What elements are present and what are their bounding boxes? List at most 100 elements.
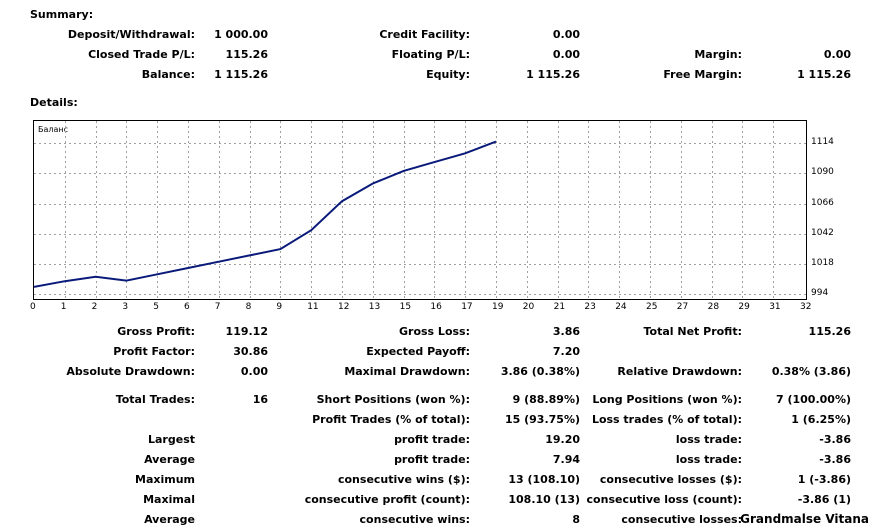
y-tick-label: 1066	[811, 197, 834, 208]
closed-pl-label: Closed Trade P/L:	[88, 48, 195, 61]
x-tick-label: 1	[60, 302, 67, 312]
summary-heading: Summary:	[30, 8, 94, 21]
average-loss-label: loss trade:	[675, 453, 742, 466]
long-positions-value: 7 (100.00%)	[775, 393, 851, 406]
maximum-label: Maximum	[135, 473, 195, 486]
average-2-label: Average	[144, 513, 195, 526]
y-tick-label: 1114	[811, 137, 834, 148]
credit-label: Credit Facility:	[379, 28, 470, 41]
balance-chart-svg: Баланс	[34, 121, 806, 299]
x-tick-label: 13	[368, 302, 381, 312]
x-tick-label: 29	[738, 302, 750, 312]
largest-loss-value: -3.86	[819, 433, 851, 446]
maximal-label: Maximal	[143, 493, 195, 506]
floating-pl-label: Floating P/L:	[391, 48, 470, 61]
free-margin-value: 1 115.26	[797, 68, 851, 81]
profit-factor-value: 30.86	[233, 345, 268, 358]
maximal-drawdown-label: Maximal Drawdown:	[344, 365, 470, 378]
average-profit-label: profit trade:	[394, 453, 470, 466]
margin-value: 0.00	[823, 48, 851, 61]
x-tick-label: 8	[245, 302, 252, 312]
free-margin-label: Free Margin:	[663, 68, 742, 81]
profit-trades-value: 15 (93.75%)	[504, 413, 580, 426]
avg-consecutive-wins-label: consecutive wins:	[359, 513, 470, 526]
gross-loss-value: 3.86	[552, 325, 580, 338]
total-trades-label: Total Trades:	[115, 393, 195, 406]
x-tick-label: 3	[122, 302, 129, 312]
x-tick-label: 0	[30, 302, 36, 312]
equity-value: 1 115.26	[526, 68, 580, 81]
deposit-label: Deposit/Withdrawal:	[67, 28, 195, 41]
maximal-consecutive-profit-label: consecutive profit (count):	[304, 493, 470, 506]
x-tick-label: 32	[800, 302, 812, 312]
x-tick-label: 24	[615, 302, 627, 312]
absolute-drawdown-value: 0.00	[240, 365, 268, 378]
max-consecutive-losses-value: 1 (-3.86)	[797, 473, 851, 486]
details-heading: Details:	[30, 96, 78, 109]
total-net-profit-label: Total Net Profit:	[643, 325, 743, 338]
x-tick-label: 5	[153, 302, 159, 312]
maximal-consecutive-loss-label: consecutive loss (count):	[586, 493, 742, 506]
x-tick-label: 23	[584, 302, 596, 312]
balance-chart: Баланс	[33, 120, 807, 300]
loss-trades-label: Loss trades (% of total):	[591, 413, 742, 426]
largest-loss-label: loss trade:	[675, 433, 742, 446]
x-tick-label: 11	[307, 302, 319, 312]
max-consecutive-wins-label: consecutive wins ($):	[337, 473, 470, 486]
floating-pl-value: 0.00	[552, 48, 580, 61]
average-loss-value: -3.86	[819, 453, 851, 466]
x-tick-label: 9	[276, 302, 283, 312]
balance-label: Balance:	[141, 68, 195, 81]
x-tick-label: 17	[461, 302, 473, 312]
expected-payoff-label: Expected Payoff:	[366, 345, 470, 358]
watermark-text: Grandmalse Vitana	[740, 512, 869, 526]
x-tick-label: 21	[553, 302, 566, 312]
y-tick-label: 1042	[811, 227, 834, 238]
x-tick-label: 6	[184, 302, 190, 312]
avg-consecutive-losses-label: consecutive losses:	[621, 513, 742, 526]
closed-pl-value: 115.26	[225, 48, 268, 61]
x-tick-label: 20	[522, 302, 535, 312]
average-label: Average	[144, 453, 195, 466]
loss-trades-value: 1 (6.25%)	[791, 413, 851, 426]
x-tick-label: 25	[646, 302, 658, 312]
gross-loss-label: Gross Loss:	[399, 325, 470, 338]
x-tick-label: 28	[707, 302, 720, 312]
average-profit-value: 7.94	[552, 453, 580, 466]
credit-value: 0.00	[552, 28, 580, 41]
maximal-consecutive-profit-value: 108.10 (13)	[508, 493, 580, 506]
gross-profit-label: Gross Profit:	[117, 325, 195, 338]
largest-profit-value: 19.20	[545, 433, 580, 446]
short-positions-value: 9 (88.89%)	[512, 393, 580, 406]
maximal-consecutive-loss-value: -3.86 (1)	[797, 493, 851, 506]
deposit-value: 1 000.00	[214, 28, 268, 41]
y-tick-label: 1018	[811, 258, 834, 269]
y-tick-label: 1090	[811, 167, 834, 178]
balance-series-line	[34, 140, 497, 288]
x-tick-label: 19	[492, 302, 504, 312]
x-tick-label: 12	[338, 302, 350, 312]
short-positions-label: Short Positions (won %):	[316, 393, 470, 406]
relative-drawdown-label: Relative Drawdown:	[617, 365, 742, 378]
largest-label: Largest	[148, 433, 195, 446]
y-tick-label: 994	[811, 288, 829, 299]
absolute-drawdown-label: Absolute Drawdown:	[66, 365, 195, 378]
max-consecutive-losses-label: consecutive losses ($):	[599, 473, 742, 486]
profit-factor-label: Profit Factor:	[113, 345, 195, 358]
total-trades-value: 16	[252, 393, 268, 406]
max-consecutive-wins-value: 13 (108.10)	[508, 473, 580, 486]
chart-title: Баланс	[38, 125, 68, 134]
x-tick-label: 2	[91, 302, 98, 312]
x-tick-label: 7	[214, 302, 221, 312]
x-tick-label: 31	[769, 302, 781, 312]
profit-trades-label: Profit Trades (% of total):	[312, 413, 470, 426]
largest-profit-label: profit trade:	[394, 433, 470, 446]
long-positions-label: Long Positions (won %):	[592, 393, 742, 406]
equity-label: Equity:	[426, 68, 470, 81]
margin-label: Margin:	[694, 48, 742, 61]
x-tick-label: 15	[399, 302, 412, 312]
maximal-drawdown-value: 3.86 (0.38%)	[500, 365, 580, 378]
x-tick-label: 16	[430, 302, 442, 312]
expected-payoff-value: 7.20	[552, 345, 580, 358]
balance-value: 1 115.26	[214, 68, 268, 81]
